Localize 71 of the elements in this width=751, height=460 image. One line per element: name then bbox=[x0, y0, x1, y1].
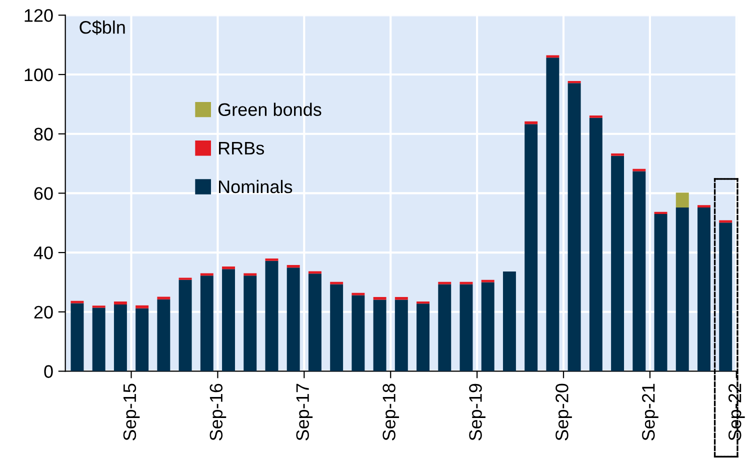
bar bbox=[524, 124, 538, 372]
y-tick-label: 20 bbox=[34, 306, 53, 319]
bar bbox=[222, 269, 235, 372]
bar bbox=[136, 308, 149, 372]
bar bbox=[308, 274, 322, 372]
bar bbox=[632, 171, 646, 372]
bar bbox=[265, 258, 278, 261]
bar bbox=[481, 282, 494, 372]
legend-label: Nominals bbox=[219, 180, 292, 194]
bar bbox=[589, 115, 602, 118]
bar bbox=[416, 304, 430, 372]
bar bbox=[546, 58, 560, 372]
bar bbox=[114, 304, 127, 372]
legend-label: RRBs bbox=[219, 142, 264, 155]
x-tick-label: Sep-17 bbox=[296, 384, 313, 440]
bar bbox=[157, 296, 170, 300]
x-tick-label: Sep-20 bbox=[556, 384, 572, 440]
bar bbox=[70, 303, 84, 372]
bar bbox=[114, 301, 127, 304]
y-axis-title: C$bln bbox=[80, 20, 125, 35]
y-tick-label: 40 bbox=[34, 246, 53, 260]
bar bbox=[178, 280, 192, 372]
bar bbox=[502, 272, 516, 372]
y-tick-label: 120 bbox=[24, 9, 53, 22]
y-tick-label: 100 bbox=[24, 68, 53, 82]
y-tick-label: 60 bbox=[34, 187, 53, 200]
bar bbox=[330, 284, 344, 372]
bar bbox=[546, 55, 560, 58]
bar bbox=[568, 83, 581, 372]
bar bbox=[676, 192, 689, 208]
bar bbox=[157, 299, 170, 372]
bar bbox=[589, 118, 602, 372]
bar bbox=[265, 260, 278, 372]
bar bbox=[438, 282, 452, 284]
bar bbox=[460, 282, 473, 284]
bar bbox=[136, 305, 149, 308]
bar bbox=[308, 271, 322, 274]
bar bbox=[654, 214, 668, 372]
bar bbox=[244, 276, 257, 372]
x-tick-label: Sep-21 bbox=[642, 384, 658, 440]
bar bbox=[200, 276, 214, 372]
x-tick-label: Sep-19 bbox=[469, 384, 486, 440]
bar bbox=[611, 153, 624, 156]
bar bbox=[719, 220, 732, 223]
bar bbox=[611, 156, 624, 372]
bar bbox=[352, 295, 365, 372]
legend-label: Green bonds bbox=[218, 102, 322, 116]
bar bbox=[394, 300, 408, 372]
bar bbox=[524, 121, 538, 124]
bar bbox=[286, 268, 300, 372]
bar bbox=[92, 308, 106, 372]
bar bbox=[460, 284, 473, 372]
x-tick-label: Sep-15 bbox=[123, 384, 140, 440]
x-tick-label: Sep-22 bbox=[728, 384, 745, 440]
bar bbox=[286, 265, 300, 268]
y-tick-label: 0 bbox=[44, 365, 53, 378]
bar bbox=[352, 292, 365, 296]
bar bbox=[394, 297, 408, 300]
bar bbox=[222, 266, 235, 270]
bar bbox=[438, 284, 452, 372]
y-tick-label: 80 bbox=[34, 128, 53, 141]
bar bbox=[70, 300, 84, 304]
bar bbox=[373, 297, 386, 300]
bar bbox=[698, 207, 710, 372]
bar bbox=[719, 222, 732, 372]
bar bbox=[416, 301, 430, 304]
x-tick-label: Sep-18 bbox=[382, 384, 400, 440]
bar bbox=[330, 282, 344, 284]
x-tick-label: Sep-16 bbox=[210, 384, 226, 440]
bar bbox=[676, 207, 689, 372]
bar bbox=[373, 300, 386, 372]
